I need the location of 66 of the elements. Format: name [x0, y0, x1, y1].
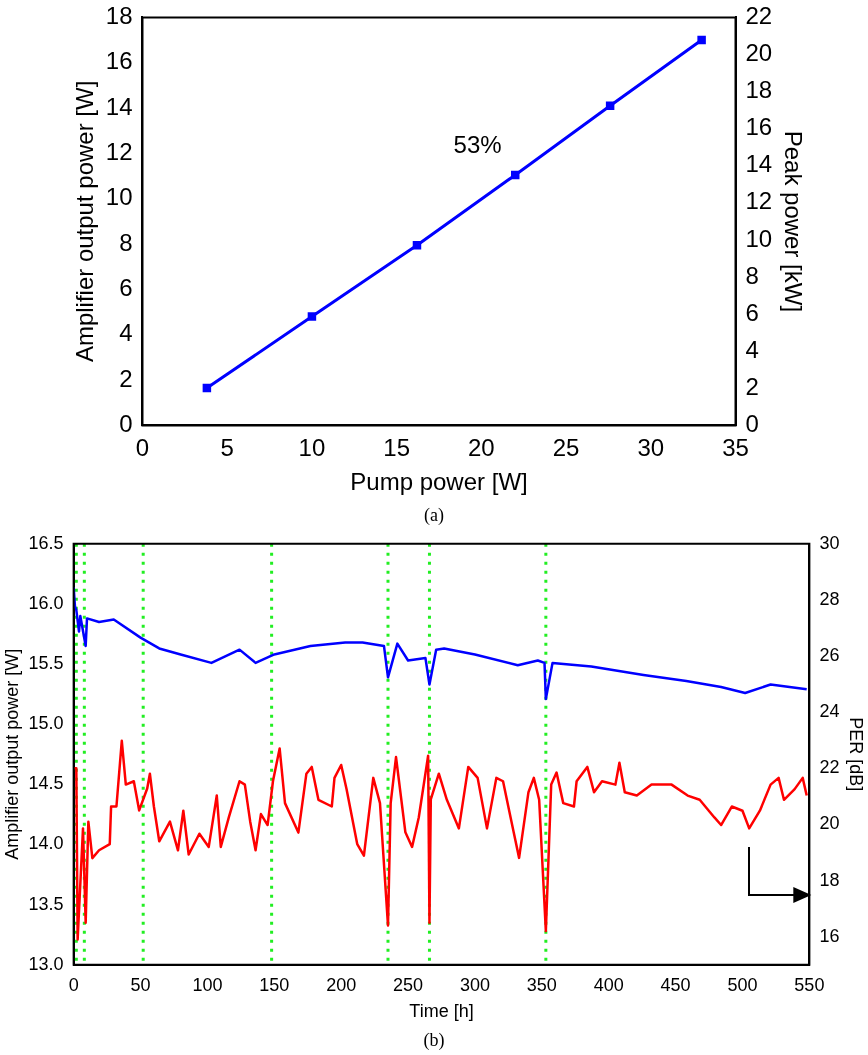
y-tick-label: 16.0	[28, 592, 64, 613]
y2-axis-title: PER [dB]	[846, 717, 867, 792]
y-tick-label: 10	[105, 183, 133, 211]
point	[697, 35, 706, 45]
y2-tick-label: 6	[745, 298, 759, 326]
x-tick-label: 200	[326, 974, 357, 995]
y-tick-label: 15.0	[28, 713, 64, 734]
y-tick-label: 14	[105, 92, 133, 120]
y-tick-label: 8	[119, 228, 133, 256]
y-axis-title: Amplifier output power [W]	[1, 648, 22, 860]
y2-tick-label: 10	[745, 224, 773, 252]
y-tick-label: 13.5	[28, 893, 64, 914]
x-tick-label: 100	[192, 974, 223, 995]
x-tick-label: 300	[459, 974, 490, 995]
y-tick-label: 13.0	[28, 953, 64, 974]
x-tick-label: 400	[593, 974, 624, 995]
y2-tick-label: 18	[819, 869, 840, 890]
x-tick-label: 25	[552, 434, 580, 462]
y2-tick-label: 28	[819, 588, 840, 609]
y2-axis-title: Peak power [kW]	[779, 130, 807, 313]
y2-tick-label: 24	[819, 701, 840, 722]
text: (a)	[423, 504, 445, 527]
y2-tick-label: 16	[819, 925, 840, 946]
y-tick-label: 16.5	[28, 532, 64, 553]
y2-tick-label: 18	[745, 76, 773, 104]
y-tick-label: 14.5	[28, 773, 64, 794]
x-tick-label: 150	[259, 974, 290, 995]
x-tick-label: 500	[727, 974, 758, 995]
x-axis-title: Time [h]	[409, 1001, 474, 1022]
y2-tick-label: 22	[745, 2, 773, 30]
y-tick-label: 4	[119, 319, 133, 347]
x-tick-label: 350	[526, 974, 557, 995]
y2-tick-label: 16	[745, 113, 773, 141]
y2-tick-label: 20	[745, 39, 773, 67]
y2-tick-label: 22	[819, 757, 840, 778]
x-axis-title: Pump power [W]	[350, 468, 528, 496]
y2-tick-label: 12	[745, 187, 773, 215]
x-tick-label: 250	[393, 974, 424, 995]
x-tick-label: 450	[660, 974, 691, 995]
x-tick-label: 20	[468, 434, 495, 462]
text: (b)	[422, 1029, 446, 1052]
y-tick-label: 6	[119, 274, 133, 302]
y-tick-label: 18	[105, 2, 133, 30]
y-axis-title: Amplifier output power [W]	[71, 80, 99, 363]
y-tick-label: 12	[105, 138, 133, 166]
x-tick-label: 15	[383, 434, 410, 462]
y2-tick-label: 26	[819, 645, 840, 666]
y2-tick-label: 20	[819, 813, 840, 834]
x-tick-label: 30	[637, 434, 665, 462]
annotation: 53%	[453, 130, 502, 158]
y2-tick-label: 30	[819, 532, 840, 553]
x-tick-label: 50	[130, 974, 151, 995]
y2-tick-label: 4	[745, 335, 759, 363]
x-tick-label: 10	[298, 434, 326, 462]
y2-tick-label: 8	[745, 261, 759, 289]
y-tick-label: 0	[119, 410, 133, 438]
x-tick-label: 5	[220, 434, 234, 462]
point	[307, 312, 317, 321]
y-tick-label: 15.5	[28, 653, 64, 674]
x-tick-label: 0	[68, 974, 79, 995]
y2-tick-label: 14	[745, 150, 773, 178]
y-tick-label: 2	[119, 364, 133, 392]
x-tick-label: 550	[794, 974, 825, 995]
y-tick-label: 16	[105, 47, 133, 75]
y2-tick-label: 2	[745, 372, 759, 400]
y-tick-label: 14.0	[28, 833, 64, 854]
